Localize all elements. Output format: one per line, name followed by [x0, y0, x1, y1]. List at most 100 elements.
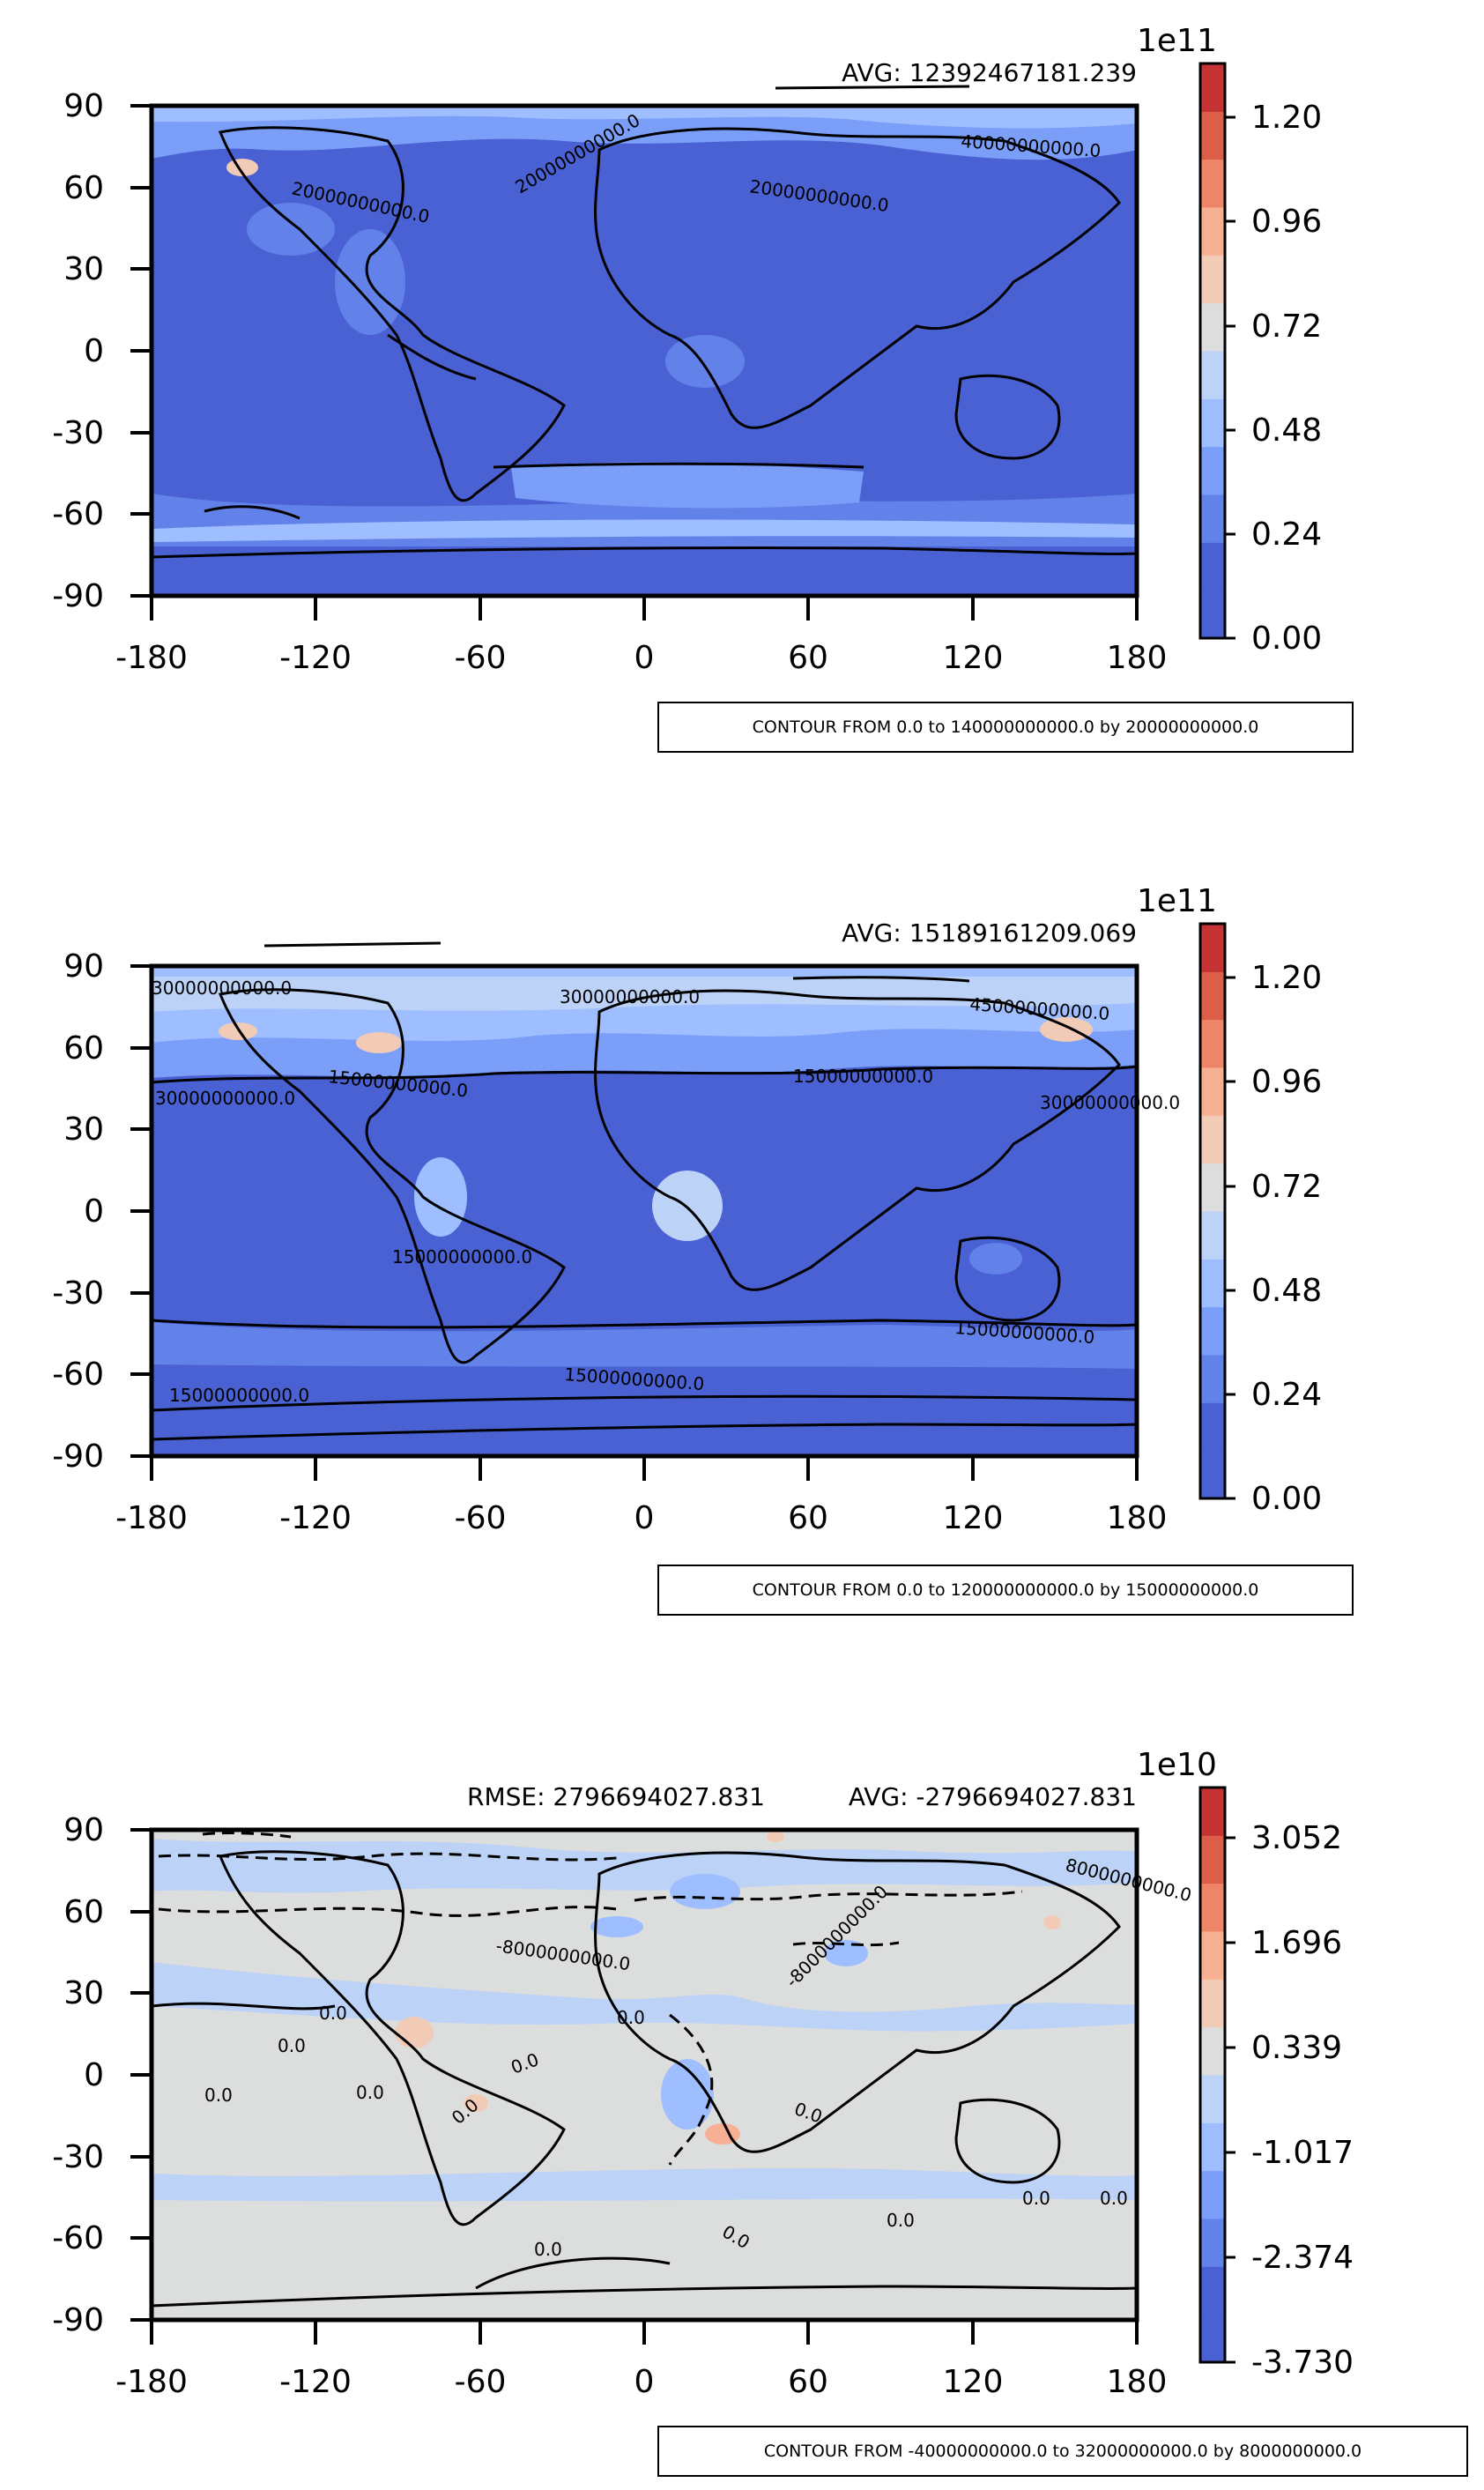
map-area: 20000000000.0 20000000000.0 20000000000.… — [149, 85, 1139, 598]
contour-note: CONTOUR FROM 0.0 to 120000000000.0 by 15… — [657, 1565, 1354, 1616]
contour-label: 0.0 — [204, 2085, 233, 2106]
coastlines — [151, 1850, 1138, 2308]
colorbar-tick-label: 0.24 — [1251, 517, 1322, 553]
map-figure: AVG: 15189161209.069 — [52, 883, 1322, 1536]
y-tick-label: -60 — [52, 1356, 104, 1393]
x-axis: -180 -120 -60 0 60 120 180 — [115, 1456, 1167, 1536]
panel-left-title: RMSE: 2796694027.831 — [467, 1782, 765, 1811]
x-tick-label: 60 — [788, 2364, 828, 2400]
colorbar-band — [1200, 1067, 1225, 1116]
colorbar-band — [1200, 1163, 1225, 1212]
colorbar-band — [1200, 111, 1225, 160]
y-tick-label: -90 — [52, 578, 104, 614]
colorbar: 1e11 0.00 0.24 0.48 0.72 0.96 1.20 — [1137, 23, 1322, 657]
coastlines — [151, 85, 1138, 559]
x-tick-label: 0 — [634, 2364, 655, 2400]
colorbar-band — [1200, 542, 1225, 591]
contour-label: 0.0 — [356, 2082, 384, 2103]
y-tick-label: 60 — [63, 1894, 104, 1930]
x-tick-label: 60 — [788, 1500, 828, 1536]
colorbar-band — [1200, 590, 1225, 639]
colorbar-tick-label: 0.72 — [1251, 1169, 1322, 1205]
colorbar-tick-label: 1.20 — [1251, 960, 1322, 996]
colorbar-band — [1200, 446, 1225, 495]
colorbar-frame — [1198, 1786, 1227, 2364]
colorbar-tick-label: -1.017 — [1251, 2135, 1354, 2171]
colorbar-band — [1200, 2122, 1225, 2172]
colorbar-band — [1200, 159, 1225, 208]
y-tick-label: 60 — [63, 1030, 104, 1067]
colorbar-band — [1200, 1883, 1225, 1932]
y-tick-label: 0 — [84, 1193, 104, 1230]
x-tick-label: 180 — [1107, 2364, 1168, 2400]
colorbar-band — [1200, 255, 1225, 304]
y-tick-label: 0 — [84, 333, 104, 369]
colorbar-tick-label: 1.696 — [1251, 1925, 1342, 1961]
contour-label: 0.0 — [319, 2003, 347, 2024]
x-axis: -180 -120 -60 0 60 120 180 — [115, 596, 1167, 676]
colorbar-tick-label: 0.96 — [1251, 204, 1322, 240]
colorbar-tick-label: 0.48 — [1251, 413, 1322, 449]
contour-label: 30000000000.0 — [1040, 1092, 1180, 1113]
colorbar-band — [1200, 971, 1225, 1021]
x-tick-label: 120 — [943, 640, 1004, 676]
y-tick-label: -90 — [52, 2302, 104, 2338]
y-tick-label: 90 — [63, 88, 104, 124]
colorbar-band — [1200, 2219, 1225, 2267]
y-tick-label: 30 — [63, 1111, 104, 1148]
x-tick-label: 120 — [943, 1500, 1004, 1536]
colorbar-frame — [1198, 922, 1227, 1500]
colorbar-tick-label: -2.374 — [1251, 2240, 1354, 2276]
contour-label: 30000000000.0 — [560, 986, 700, 1007]
x-tick-label: 0 — [634, 1500, 655, 1536]
x-tick-label: -180 — [115, 1500, 188, 1536]
colorbar-band — [1200, 2266, 1225, 2315]
contour-label: 15000000000.0 — [169, 1385, 309, 1406]
contour-label: 15000000000.0 — [793, 1066, 933, 1087]
x-tick-label: -60 — [455, 1500, 507, 1536]
panel-test: AVG: 12392467181.239 — [0, 0, 1484, 776]
filled-contours — [152, 1832, 1137, 2202]
filled-contours — [152, 106, 1137, 546]
colorbar-tick-label: 0.339 — [1251, 2030, 1342, 2066]
map-figure: RMSE: 2796694027.831 AVG: -2796694027.83… — [52, 1747, 1354, 2400]
y-tick-label: 60 — [63, 170, 104, 206]
y-tick-label: -60 — [52, 496, 104, 532]
background — [152, 1830, 1137, 2320]
colorbar-band — [1200, 1355, 1225, 1403]
map-area: 30000000000.0 30000000000.0 45000000000.… — [149, 941, 1180, 1459]
panel-title: AVG: -2796694027.831 — [849, 1782, 1137, 1811]
colorbar-band — [1200, 1450, 1225, 1499]
map-area: 0.0 0.0 0.0 0.0 0.0 0.0 0.0 0.0 0.0 0.0 … — [149, 1827, 1194, 2323]
y-axis: 90 60 30 0 -30 -60 -90 — [52, 1812, 152, 2338]
map-figure: AVG: 12392467181.239 — [52, 23, 1322, 676]
colorbar-bands — [1200, 63, 1225, 639]
x-tick-label: 180 — [1107, 640, 1168, 676]
colorbar-exponent: 1e11 — [1137, 23, 1217, 59]
colorbar-frame — [1198, 62, 1227, 640]
colorbar-tick-label: 3.052 — [1251, 1820, 1342, 1856]
x-tick-label: -120 — [279, 640, 352, 676]
coastlines — [151, 941, 1138, 1441]
contour-label: 30000000000.0 — [152, 977, 292, 999]
colorbar-band — [1200, 1788, 1225, 1836]
contour-note: CONTOUR FROM 0.0 to 140000000000.0 by 20… — [657, 702, 1354, 753]
colorbar: 1e10 -3.730 -2.374 -1.017 0.339 1.696 3.… — [1137, 1747, 1354, 2381]
y-tick-label: -30 — [52, 1275, 104, 1312]
colorbar-tick-label: -3.730 — [1251, 2345, 1354, 2381]
contour-label: 0.0 — [617, 2007, 645, 2028]
contour-label: 0.0 — [1022, 2188, 1050, 2209]
colorbar-band — [1200, 351, 1225, 399]
colorbar-exponent: 1e11 — [1137, 883, 1217, 919]
colorbar-band — [1200, 207, 1225, 256]
colorbar-ticks: -3.730 -2.374 -1.017 0.339 1.696 3.052 — [1225, 1820, 1354, 2381]
colorbar: 1e11 0.00 0.24 0.48 0.72 0.96 1.20 — [1137, 883, 1322, 1517]
x-tick-label: 180 — [1107, 1500, 1168, 1536]
colorbar-tick-label: 0.96 — [1251, 1064, 1322, 1100]
y-tick-label: 90 — [63, 1812, 104, 1848]
panel-title: AVG: 15189161209.069 — [842, 918, 1137, 948]
contour-label: 30000000000.0 — [155, 1088, 295, 1109]
colorbar-band — [1200, 1306, 1225, 1356]
x-tick-label: -60 — [455, 640, 507, 676]
y-axis: 90 60 30 0 -30 -60 -90 — [52, 88, 152, 614]
